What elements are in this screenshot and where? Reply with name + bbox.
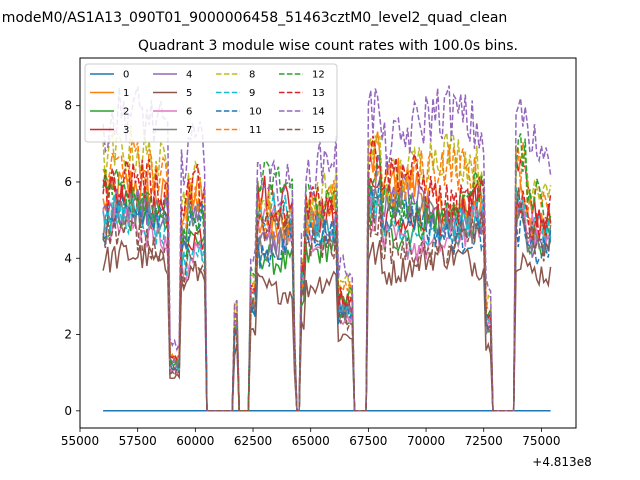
series-line-14 xyxy=(102,85,552,412)
series-line-5 xyxy=(102,239,552,412)
x-tick-label: 62500 xyxy=(234,434,272,448)
legend-label-6: 6 xyxy=(186,107,192,118)
x-tick-label: 55000 xyxy=(61,434,99,448)
series-line-11 xyxy=(102,137,552,412)
legend-label-3: 3 xyxy=(123,125,129,136)
series-line-12 xyxy=(102,133,552,412)
y-tick-label: 0 xyxy=(64,404,72,418)
series-line-9 xyxy=(102,187,552,412)
x-tick-label: 57500 xyxy=(119,434,157,448)
x-tick-label: 65000 xyxy=(292,434,330,448)
legend-label-1: 1 xyxy=(123,88,129,99)
legend-label-14: 14 xyxy=(312,107,325,118)
x-tick-label: 72500 xyxy=(465,434,503,448)
x-tick-label: 67500 xyxy=(349,434,387,448)
x-tick-label: 70000 xyxy=(407,434,445,448)
legend-label-12: 12 xyxy=(312,70,325,81)
series-line-6 xyxy=(102,192,552,412)
series-layer xyxy=(102,85,552,412)
series-line-13 xyxy=(102,135,552,412)
legend-label-4: 4 xyxy=(186,70,192,81)
legend-label-0: 0 xyxy=(123,70,129,81)
legend-label-11: 11 xyxy=(249,125,262,136)
legend-label-7: 7 xyxy=(186,125,192,136)
legend-label-13: 13 xyxy=(312,88,325,99)
y-tick-label: 4 xyxy=(64,251,72,265)
x-tick-label: 75000 xyxy=(522,434,560,448)
x-tick-label: 60000 xyxy=(176,434,214,448)
legend-frame xyxy=(84,63,338,143)
chart-title: Quadrant 3 module wise count rates with … xyxy=(138,38,518,54)
legend-label-15: 15 xyxy=(312,125,325,136)
legend-label-5: 5 xyxy=(186,88,192,99)
y-tick-label: 6 xyxy=(64,175,72,189)
legend-label-9: 9 xyxy=(249,88,255,99)
figure-suptitle: n file: modeM0/AS1A13_090T01_9000006458_… xyxy=(0,10,507,26)
y-tick-label: 8 xyxy=(64,99,72,113)
legend-label-8: 8 xyxy=(249,70,255,81)
y-axis: 0 2 4 6 8 xyxy=(64,99,80,418)
x-offset-label: +4.813e8 xyxy=(532,455,591,469)
legend-label-2: 2 xyxy=(123,107,129,118)
plot-frame xyxy=(79,57,577,429)
legend-label-10: 10 xyxy=(249,107,262,118)
series-line-15 xyxy=(102,187,552,412)
x-axis: 55000 57500 60000 62500 65000 67500 70000 72500… xyxy=(61,428,560,448)
y-tick-label: 2 xyxy=(64,328,72,342)
